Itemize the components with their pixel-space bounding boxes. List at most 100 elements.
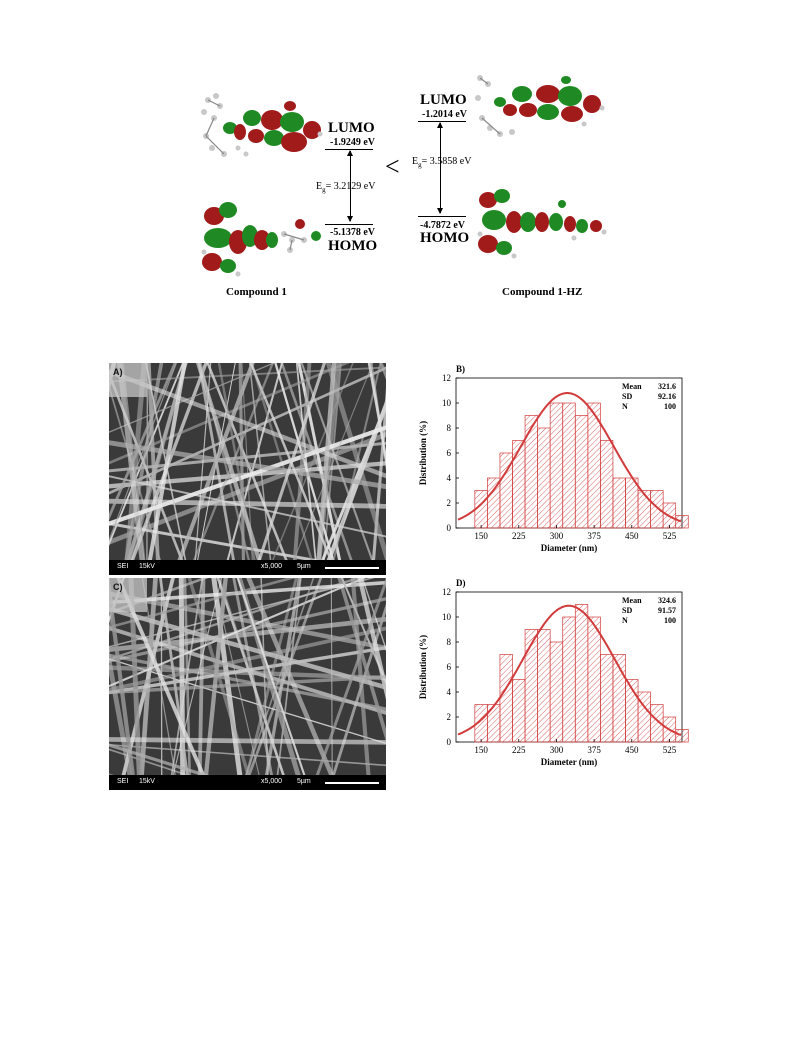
sem-info-bar: SEI 15kV x5,000 5µm (109, 560, 386, 575)
stats-value: 100 (664, 402, 676, 411)
nanofiber (248, 363, 272, 560)
nanofiber (315, 578, 386, 775)
x-tick-label: 150 (474, 531, 488, 541)
compound1-name: Compound 1 (226, 286, 287, 298)
histogram-bar (524, 629, 538, 743)
compound1hz-lumo-label: LUMO (420, 92, 467, 108)
histogram-bar (512, 440, 526, 529)
y-tick-label: 8 (447, 637, 452, 647)
compound1hz-homo-energy: -4.7872 eV (420, 220, 465, 231)
y-tick-label: 4 (447, 687, 452, 697)
nanofiber (109, 363, 350, 465)
histogram-bar (549, 641, 564, 743)
nanofiber (292, 363, 312, 560)
x-tick-label: 375 (587, 531, 601, 541)
y-tick-label: 2 (447, 712, 452, 722)
histogram-bar (562, 616, 576, 743)
nanofiber (272, 363, 354, 560)
y-tick-label: 6 (447, 662, 452, 672)
nanofiber (192, 363, 274, 560)
panel-label-a: A) (109, 363, 147, 397)
compound1-lumo-label: LUMO (328, 120, 375, 136)
compound1hz-lumo-level (418, 121, 466, 122)
nanofiber (293, 363, 374, 560)
nanofiber (109, 626, 386, 692)
nanofiber (109, 440, 386, 490)
y-tick-label: 0 (447, 737, 452, 747)
x-tick-label: 150 (474, 745, 488, 755)
compound1-lumo-energy: -1.9249 eV (330, 137, 375, 148)
compound1-homo-orbital (201, 202, 321, 277)
x-tick-label: 300 (550, 745, 564, 755)
sem-scale-bar (325, 782, 379, 784)
nanofiber (109, 658, 386, 745)
y-tick-label: 12 (442, 373, 451, 383)
y-tick-label: 2 (447, 498, 452, 508)
nanofiber (350, 578, 371, 775)
histogram-bar (625, 477, 639, 529)
histogram-d: D) 0 2 4 6 8 10 12 150 225 300 375 450 525 Diameter (… (418, 578, 689, 767)
nanofiber (172, 578, 223, 775)
gaussian-fit-curve (457, 392, 682, 523)
histogram-bar (675, 729, 689, 743)
sem-image-a: A) SEI 15kV x5,000 5µm (109, 363, 386, 575)
histogram-bar (600, 654, 614, 743)
stats-label: Mean (622, 382, 642, 391)
compound1hz-name: Compound 1-HZ (502, 286, 583, 298)
compound1-gap-label: Eg= 3.2129 eV (316, 181, 376, 194)
x-axis-label: Diameter (nm) (541, 543, 598, 553)
stats-label: SD (622, 606, 632, 615)
y-tick-label: 8 (447, 423, 452, 433)
x-tick-label: 450 (625, 531, 639, 541)
sem-scale-label: 5µm (297, 778, 311, 785)
nanofiber (203, 578, 228, 775)
nanofiber (109, 366, 386, 495)
y-tick-label: 10 (442, 398, 452, 408)
sem-voltage: 15kV (139, 778, 155, 785)
comparison-symbol: < (385, 152, 400, 181)
nanofiber (109, 748, 190, 775)
stats-value: 321.6 (658, 382, 676, 391)
nanofiber (316, 363, 337, 560)
histogram-bar (524, 415, 538, 529)
x-tick-label: 300 (550, 531, 564, 541)
stats-label: N (622, 616, 628, 625)
compound1hz-homo-label: HOMO (420, 230, 470, 246)
y-tick-label: 4 (447, 473, 452, 483)
compound1-gap-arrow (347, 150, 353, 222)
histogram-bar (512, 679, 526, 743)
panel-label-c: C) (109, 578, 147, 612)
sem-image-c: C) SEI 15kV x5,000 5µm (109, 578, 386, 790)
histogram-bar (549, 402, 564, 529)
histogram-bar (562, 402, 576, 529)
histogram-bar (574, 604, 589, 743)
compound1hz-gap-label: Eg= 3.5858 eV (412, 156, 472, 169)
compound1-lumo-orbital (201, 93, 323, 157)
nanofiber (197, 578, 206, 775)
histogram-bar (675, 515, 689, 529)
nanofiber (247, 578, 323, 775)
sem-scale-bar (325, 567, 379, 569)
nanofiber (212, 578, 260, 775)
x-tick-label: 375 (587, 745, 601, 755)
gaussian-fit-curve (457, 604, 682, 737)
nanofiber (109, 675, 386, 695)
nanofiber (274, 363, 335, 560)
nanofiber (361, 578, 386, 652)
x-tick-label: 225 (512, 531, 526, 541)
sem-voltage: 15kV (139, 563, 155, 570)
x-tick-label: 450 (625, 745, 639, 755)
nanofiber (109, 498, 386, 509)
stats-value: 91.57 (658, 606, 676, 615)
nanofiber (232, 578, 274, 775)
y-tick-label: 10 (442, 612, 452, 622)
compound1hz-homo-level (418, 216, 466, 217)
x-tick-label: 525 (663, 531, 677, 541)
nanofiber (109, 425, 386, 526)
x-tick-label: 225 (512, 745, 526, 755)
compound1-homo-level (325, 224, 373, 225)
nanofiber (109, 578, 297, 629)
fiber-texture (109, 363, 386, 560)
y-axis-label: Distribution (%) (418, 635, 428, 699)
x-axis-label: Diameter (nm) (541, 757, 598, 767)
